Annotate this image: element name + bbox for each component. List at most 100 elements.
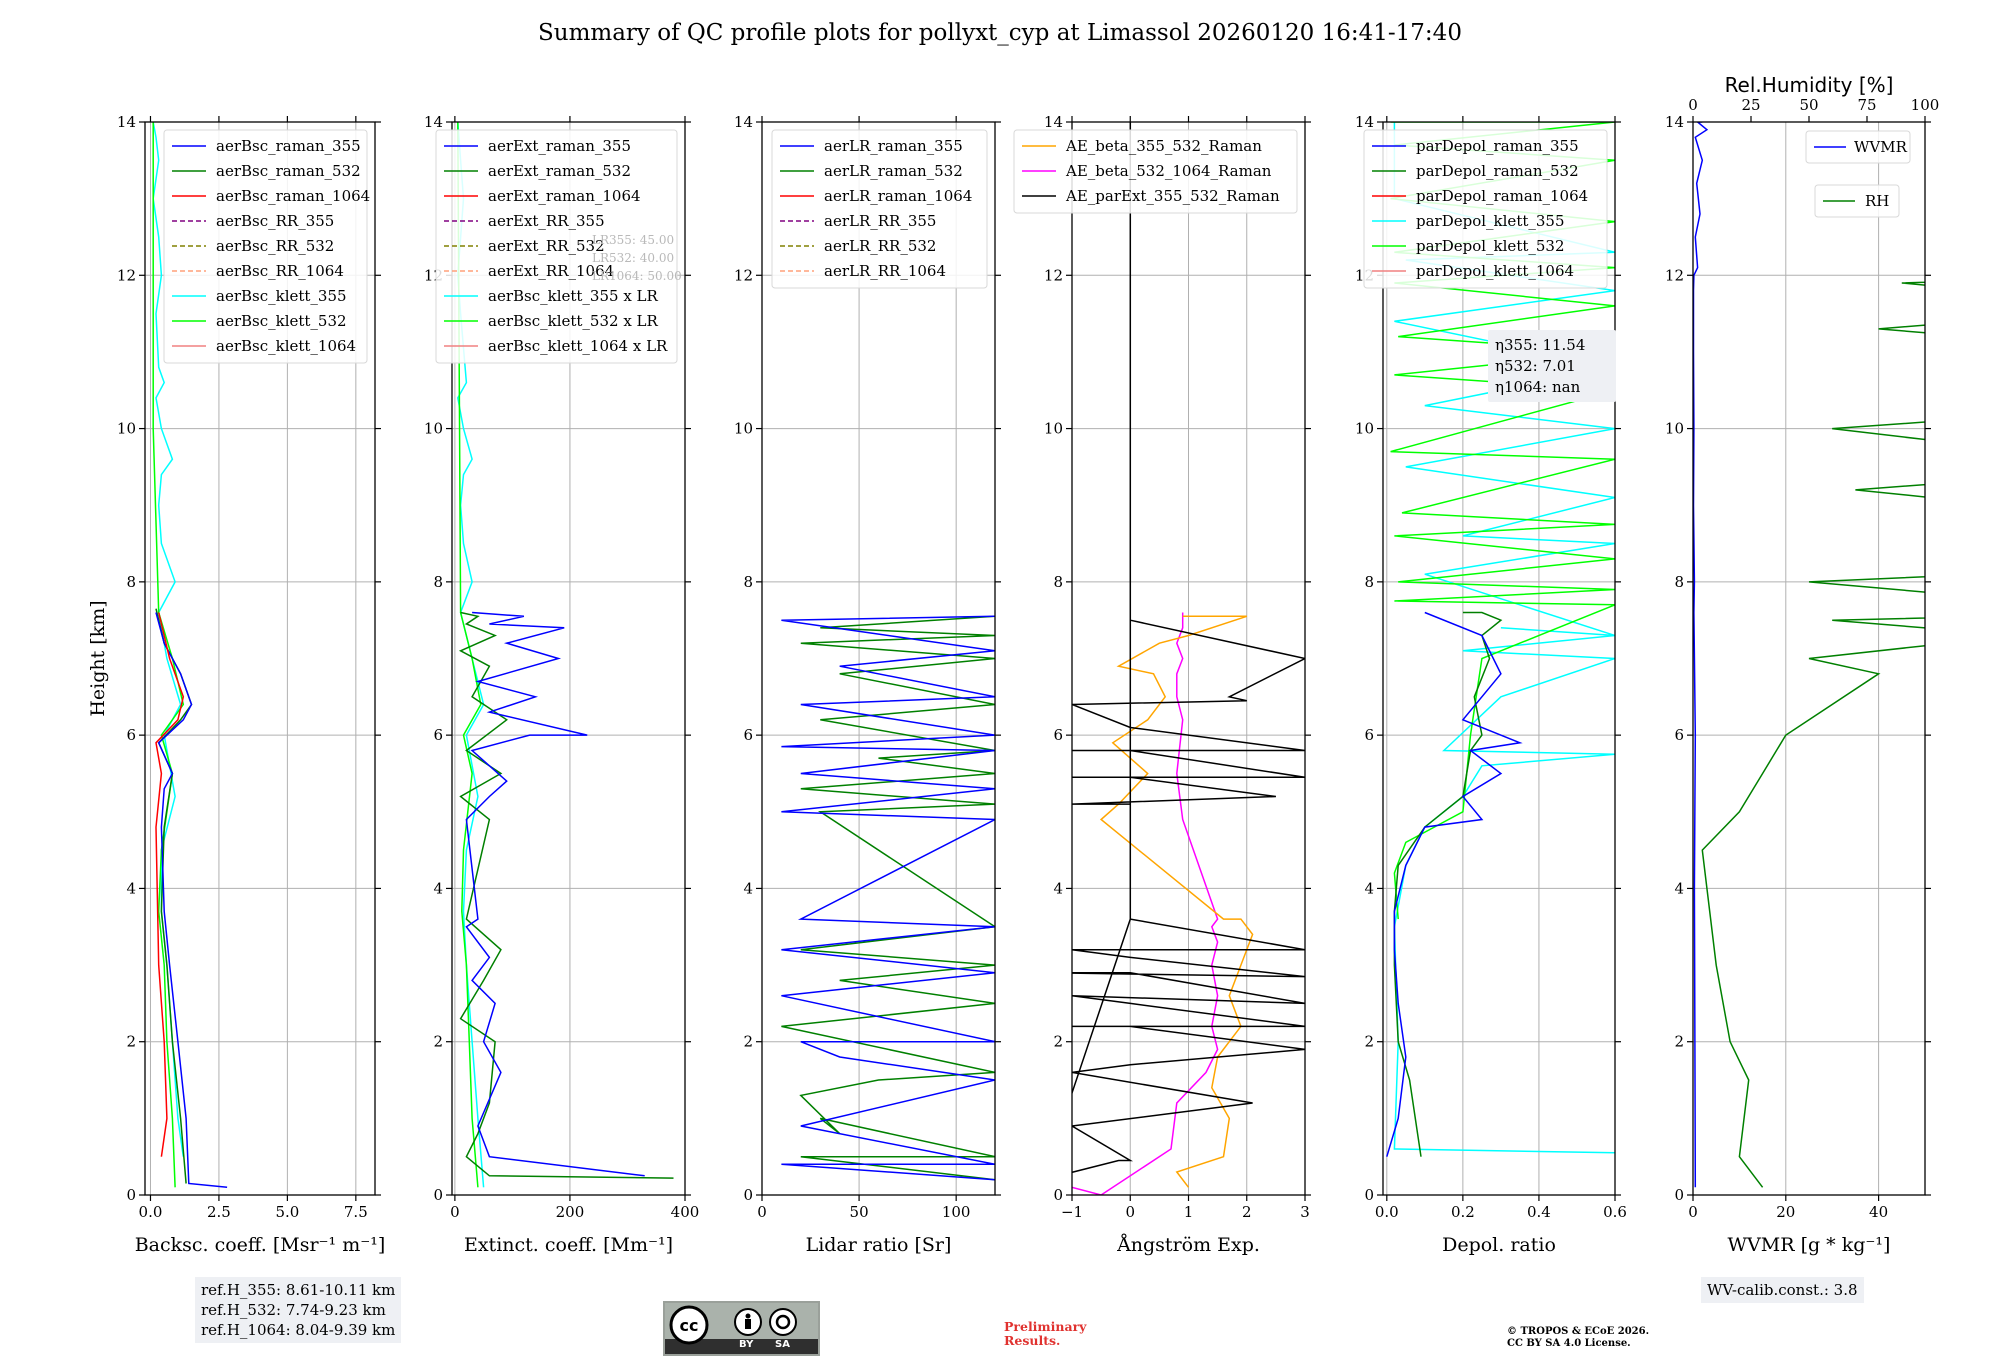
- badge-sa-label: SA: [775, 1339, 790, 1350]
- y-tick-label: 4: [433, 879, 443, 897]
- y-tick-label: 0: [743, 1186, 753, 1204]
- sa-share-icon: [769, 1308, 797, 1336]
- lr-note: LR532: 40.00: [592, 251, 674, 265]
- y-tick-label: 4: [743, 879, 753, 897]
- preliminary-line-1: Preliminary: [1004, 1319, 1087, 1334]
- series-RH: [1701, 281, 1925, 1188]
- legend-label-RH: RH: [1865, 192, 1889, 210]
- y-tick-label: 14: [117, 113, 136, 131]
- x-tick-label: 5.0: [275, 1203, 299, 1221]
- y-tick-label: 8: [433, 573, 443, 591]
- x-tick-label: 0.6: [1603, 1203, 1627, 1221]
- copyright-line-1: © TROPOS & ECoE 2026.: [1507, 1326, 1650, 1337]
- y-tick-label: 4: [1053, 879, 1063, 897]
- series-aerBsc_klett_532 x LR: [457, 122, 482, 1188]
- legend-label-parDepol_klett_1064: parDepol_klett_1064: [1416, 262, 1574, 280]
- legend-label-aerLR_RR_355: aerLR_RR_355: [824, 212, 936, 230]
- x-axis-label: Extinct. coeff. [Mm⁻¹]: [464, 1234, 673, 1256]
- x-tick-label: 50: [850, 1203, 869, 1221]
- y-tick-label: 14: [1044, 113, 1063, 131]
- legend-label-aerBsc_RR_1064: aerBsc_RR_1064: [216, 262, 344, 280]
- legend-box: [1013, 129, 1298, 214]
- x-tick-label: 0.0: [1375, 1203, 1399, 1221]
- lr-note: LR1064: 50.00: [592, 269, 682, 283]
- legend-label-aerExt_RR_532: aerExt_RR_532: [488, 237, 605, 255]
- series-aerExt_raman_532: [458, 611, 674, 1179]
- legend-label-aerExt_raman_355: aerExt_raman_355: [488, 137, 631, 155]
- legend-box: [163, 129, 368, 364]
- series-AE_beta_355_532_Raman: [1099, 615, 1254, 1188]
- legend-label-AE_parExt_355_532_Raman: AE_parExt_355_532_Raman: [1065, 187, 1280, 205]
- y-tick-label: 0: [433, 1186, 443, 1204]
- legend-label-parDepol_raman_355: parDepol_raman_355: [1416, 137, 1579, 155]
- eta-value: η1064: nan: [1495, 378, 1581, 396]
- reference-heights-box: ref.H_355: 8.61-10.11 km ref.H_532: 7.74…: [195, 1277, 402, 1343]
- legend-box: [1814, 184, 1900, 218]
- series-AE_beta_532_1064_Raman: [1072, 612, 1219, 1195]
- x-tick-label: 1: [1184, 1203, 1194, 1221]
- y-tick-label: 6: [433, 726, 443, 744]
- axes-frame-ext: [451, 121, 686, 1196]
- series-parDepol_raman_532: [1393, 611, 1503, 1157]
- ref-height-1064: ref.H_1064: 8.04-9.39 km: [201, 1321, 396, 1339]
- legend-label-aerBsc_raman_532: aerBsc_raman_532: [216, 162, 361, 180]
- legend-box: [1805, 130, 1911, 164]
- series-aerBsc_raman_1064: [155, 612, 185, 1157]
- legend-label-aerBsc_klett_532: aerBsc_klett_532: [216, 312, 347, 330]
- top-x-tick-label: 25: [1741, 96, 1760, 114]
- legend-label-aerBsc_klett_355 x LR: aerBsc_klett_355 x LR: [488, 287, 659, 305]
- legend-label-aerLR_raman_355: aerLR_raman_355: [824, 137, 963, 155]
- y-tick-label: 10: [734, 420, 753, 438]
- y-tick-label: 8: [1364, 573, 1374, 591]
- lr-note: LR355: 45.00: [592, 233, 674, 247]
- panel-lr: 0 2 4 6 8 10 12 14 0 50 100 Lidar ratio [Sr] aerLR_r…: [734, 113, 1001, 1256]
- legend-label-aerBsc_klett_1064: aerBsc_klett_1064: [216, 337, 356, 355]
- top-x-tick-label: 100: [1911, 96, 1940, 114]
- figure-title: Summary of QC profile plots for pollyxt_…: [538, 20, 1462, 46]
- y-tick-label: 14: [734, 113, 753, 131]
- top-x-tick-label: 50: [1799, 96, 1818, 114]
- y-tick-label: 0: [1053, 1186, 1063, 1204]
- y-tick-label: 2: [1364, 1033, 1374, 1051]
- y-tick-label: 2: [743, 1033, 753, 1051]
- y-tick-label: 14: [424, 113, 443, 131]
- x-axis-label: Depol. ratio: [1442, 1234, 1556, 1256]
- eta-box: [1488, 330, 1616, 402]
- x-tick-label: 0: [450, 1203, 460, 1221]
- y-tick-label: 4: [126, 879, 136, 897]
- legend-label-aerLR_RR_532: aerLR_RR_532: [824, 237, 936, 255]
- y-tick-label: 8: [1674, 573, 1684, 591]
- x-axis-label: Lidar ratio [Sr]: [806, 1234, 952, 1256]
- legend-label-aerBsc_RR_355: aerBsc_RR_355: [216, 212, 334, 230]
- x-tick-label: −1: [1061, 1203, 1083, 1221]
- axes-frame-bsc: [144, 121, 376, 1196]
- x-tick-label: 2: [1242, 1203, 1252, 1221]
- legend-label-aerBsc_klett_532 x LR: aerBsc_klett_532 x LR: [488, 312, 659, 330]
- series-aerLR_raman_532: [781, 615, 995, 1181]
- y-tick-label: 2: [1674, 1033, 1684, 1051]
- series-WVMR: [1693, 122, 1709, 1188]
- series-AE_parExt_355_532_Raman: [1072, 122, 1305, 1174]
- x-tick-label: 100: [942, 1203, 971, 1221]
- wv-calib-value: WV-calib.const.: 3.8: [1707, 1281, 1858, 1299]
- series-aerExt_raman_355: [465, 611, 645, 1177]
- legend-label-aerLR_raman_532: aerLR_raman_532: [824, 162, 963, 180]
- ref-height-355: ref.H_355: 8.61-10.11 km: [201, 1281, 396, 1299]
- y-tick-label: 10: [1044, 420, 1063, 438]
- y-tick-label: 4: [1674, 879, 1684, 897]
- x-tick-label: 0.4: [1527, 1203, 1551, 1221]
- y-tick-label: 10: [1355, 420, 1374, 438]
- y-axis-label: Height [km]: [87, 600, 109, 716]
- y-tick-label: 2: [433, 1033, 443, 1051]
- legend-label-WVMR: WVMR: [1854, 138, 1908, 156]
- top-x-tick-label: 75: [1857, 96, 1876, 114]
- legend-box: [435, 129, 678, 364]
- svg-text:cc: cc: [680, 1316, 699, 1335]
- x-tick-label: 7.5: [344, 1203, 368, 1221]
- y-tick-label: 6: [1674, 726, 1684, 744]
- cc-by-sa-badge: cc BY SA: [663, 1301, 820, 1356]
- legend-label-AE_beta_532_1064_Raman: AE_beta_532_1064_Raman: [1065, 162, 1272, 180]
